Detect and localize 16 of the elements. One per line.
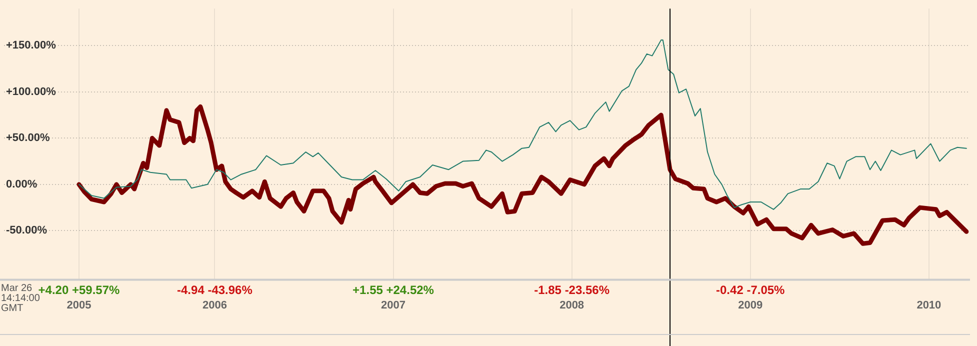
text: -0.42 -7.05% — [716, 282, 786, 297]
x-tick-label: 2009 — [738, 299, 763, 312]
text: -4.94 -43.96% — [177, 282, 253, 297]
y-tick-label: +150.00% — [6, 40, 56, 52]
y-tick-label: 0.00% — [6, 178, 38, 190]
x-tick-label: 2005 — [66, 299, 92, 312]
x-tick-label: 2008 — [560, 299, 584, 312]
x-tick-label: 2010 — [916, 299, 942, 312]
x-tick-label: 2007 — [381, 299, 406, 312]
text: +1.55 +24.52% — [352, 282, 434, 297]
y-tick-label: +50.00% — [6, 132, 50, 144]
y-tick-label: +100.00% — [6, 86, 56, 98]
y-tick-label: -50.00% — [6, 224, 48, 237]
text: -1.85 -23.56% — [534, 282, 610, 297]
x-tick-label: 2006 — [202, 299, 227, 312]
text: +4.20 +59.57% — [38, 282, 120, 297]
